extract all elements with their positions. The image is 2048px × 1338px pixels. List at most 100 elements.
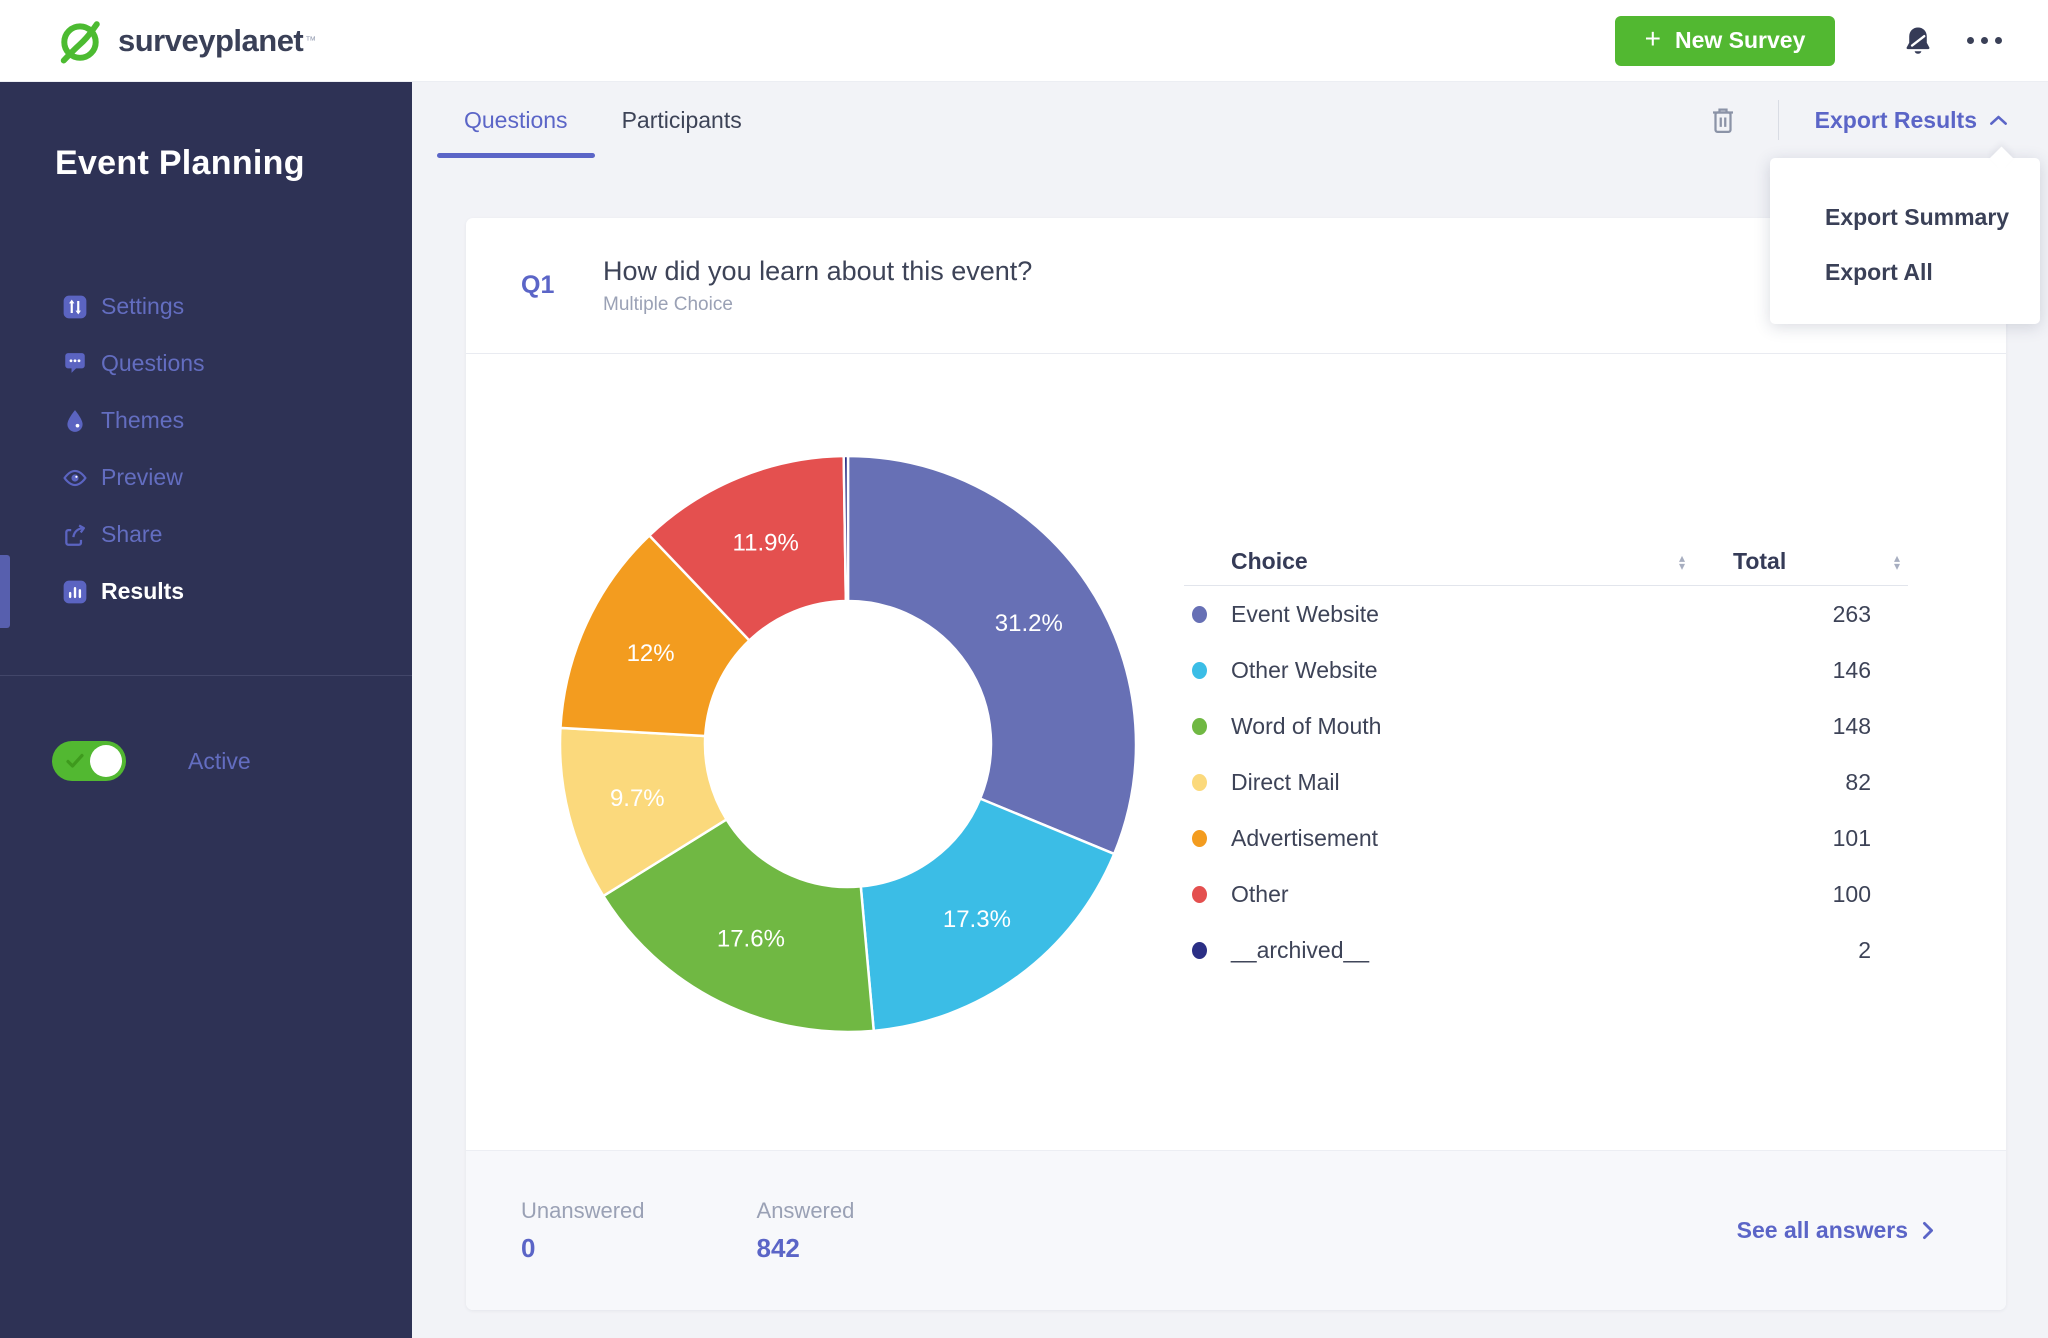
sidebar-item-settings[interactable]: Settings: [0, 278, 412, 335]
results-table: Choice ▴ ▾ Total ▴ ▾ Event Website 263 Oth…: [1184, 544, 1908, 978]
choice-label: Word of Mouth: [1231, 712, 1382, 739]
table-row: Event Website 263: [1184, 586, 1908, 642]
sidebar-item-label: Results: [101, 578, 185, 604]
see-all-answers-link[interactable]: See all answers: [1737, 1217, 1934, 1244]
brand-name: surveyplanet: [118, 22, 304, 58]
sidebar-item-share[interactable]: Share: [0, 506, 412, 563]
droplet-icon: [62, 408, 88, 434]
donut-slice-0[interactable]: [846, 454, 1138, 856]
table-row: Other 100: [1184, 866, 1908, 922]
main-content: Questions Participants Export Results: [412, 82, 2048, 1338]
sidebar-item-label: Questions: [101, 350, 205, 376]
choice-total: 101: [1832, 824, 1871, 851]
sidebar-item-preview[interactable]: Preview: [0, 449, 412, 506]
table-row: Direct Mail 82: [1184, 754, 1908, 810]
surveyplanet-logo-icon: [54, 15, 106, 67]
brand-trademark: ™: [305, 34, 317, 47]
table-row: Word of Mouth 148: [1184, 698, 1908, 754]
sidebar-divider: [0, 675, 412, 676]
sidebar-item-label: Themes: [101, 407, 185, 433]
donut-percent-label: 9.7%: [610, 785, 665, 812]
toolbar-divider: [1777, 100, 1779, 140]
export-results-button[interactable]: Export Results: [1815, 107, 2008, 134]
donut-slice-2[interactable]: [601, 817, 876, 1034]
legend-dot: [1192, 773, 1207, 791]
tab-participants[interactable]: Participants: [595, 82, 769, 158]
overflow-menu-icon[interactable]: [1967, 37, 2002, 44]
table-row: Other Website 146: [1184, 642, 1908, 698]
donut-percent-label: 17.6%: [717, 926, 785, 953]
choice-label: Other Website: [1231, 656, 1378, 683]
active-nav-indicator: [0, 555, 10, 628]
sort-choice-icon[interactable]: ▴ ▾: [1678, 550, 1685, 573]
menu-item-export-summary[interactable]: Export Summary: [1825, 204, 2010, 230]
plus-icon: +: [1644, 23, 1661, 54]
delete-trash-icon[interactable]: [1708, 104, 1738, 136]
question-number: Q1: [521, 271, 555, 299]
question-type: Multiple Choice: [603, 293, 733, 315]
tab-bar: Questions Participants Export Results: [412, 82, 2048, 158]
chat-icon: [62, 351, 88, 377]
question-header: Q1 How did you learn about this event? M…: [466, 218, 2006, 354]
choice-label: Advertisement: [1231, 824, 1379, 851]
sidebar-item-questions[interactable]: Questions: [0, 335, 412, 392]
choice-total: 82: [1845, 768, 1871, 795]
legend-dot: [1192, 829, 1207, 847]
unanswered-stat: Unanswered 0: [521, 1198, 645, 1264]
sidebar-item-label: Share: [101, 521, 163, 547]
answered-label: Answered: [756, 1197, 855, 1223]
legend-dot: [1192, 605, 1207, 623]
table-row: __archived__ 2: [1184, 922, 1908, 978]
check-icon: [66, 753, 84, 768]
survey-title: Event Planning: [55, 144, 305, 182]
choice-label: Other: [1231, 880, 1289, 907]
active-toggle-label: Active: [188, 747, 251, 774]
choice-label: Direct Mail: [1231, 768, 1340, 795]
tab-questions[interactable]: Questions: [437, 82, 595, 158]
share-icon: [62, 522, 88, 548]
sidebar-item-results[interactable]: Results: [0, 555, 412, 628]
sliders-icon: [62, 294, 88, 320]
top-bar: surveyplanet ™ + New Survey: [0, 0, 2048, 82]
toggle-knob: [90, 745, 122, 777]
tab-label: Participants: [621, 106, 742, 133]
export-dropdown-menu: Export Summary Export All: [1770, 158, 2040, 324]
legend-dot: [1192, 661, 1207, 679]
table-row: Advertisement 101: [1184, 810, 1908, 866]
sort-total-icon[interactable]: ▴ ▾: [1893, 550, 1900, 573]
donut-chart[interactable]: 31.2% 17.3% 17.6% 9.7% 12% 11.9%: [558, 454, 1138, 1034]
export-results-label: Export Results: [1814, 106, 1977, 133]
new-survey-button[interactable]: + New Survey: [1615, 15, 1835, 66]
results-table-header: Choice ▴ ▾ Total ▴ ▾: [1184, 544, 1908, 586]
sidebar-item-themes[interactable]: Themes: [0, 392, 412, 449]
sidebar-item-label: Settings: [101, 293, 185, 319]
notifications-bell-icon[interactable]: [1901, 24, 1935, 58]
menu-item-export-all[interactable]: Export All: [1825, 259, 1933, 285]
active-toggle[interactable]: [52, 741, 126, 781]
unanswered-label: Unanswered: [521, 1197, 645, 1223]
choice-total: 146: [1832, 656, 1871, 683]
legend-dot: [1192, 717, 1207, 735]
donut-slice-6[interactable]: [842, 454, 850, 603]
column-header-choice: Choice: [1231, 548, 1308, 574]
donut-slice-5[interactable]: [647, 454, 848, 643]
donut-slice-4[interactable]: [559, 533, 752, 738]
choice-total: 263: [1832, 600, 1871, 627]
new-survey-label: New Survey: [1674, 27, 1806, 53]
choice-total: 100: [1832, 880, 1871, 907]
sidebar-item-label: Preview: [101, 464, 183, 490]
donut-percent-label: 11.9%: [733, 530, 799, 557]
chevron-up-icon: [1990, 115, 2007, 125]
donut-percent-label: 12%: [627, 640, 675, 667]
question-title: How did you learn about this event?: [603, 255, 1033, 286]
tab-label: Questions: [464, 106, 568, 133]
answered-value: 842: [756, 1232, 800, 1263]
see-all-answers-label: See all answers: [1736, 1217, 1908, 1243]
chart-area: 31.2% 17.3% 17.6% 9.7% 12% 11.9% Choice ▴ ▾ To…: [466, 354, 2006, 1150]
sidebar: Event Planning Settings Questions Themes…: [0, 82, 412, 1338]
answer-stats-footer: Unanswered 0 Answered 842 See all answer…: [466, 1150, 2006, 1310]
sidebar-nav: Settings Questions Themes Preview Share: [0, 278, 412, 628]
bar-chart-icon: [62, 579, 88, 605]
surveyplanet-logo[interactable]: surveyplanet ™: [54, 15, 316, 67]
donut-slice-1[interactable]: [859, 796, 1116, 1033]
